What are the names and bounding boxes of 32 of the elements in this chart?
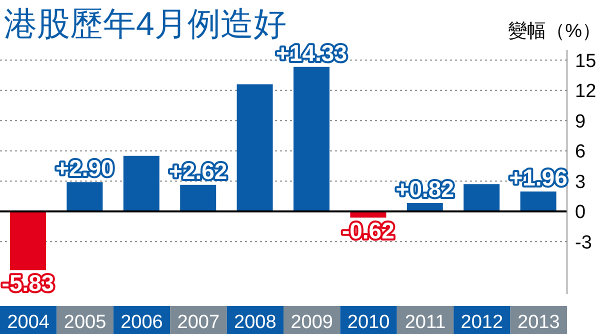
bar bbox=[464, 184, 500, 212]
x-tick-label: 2012 bbox=[460, 312, 504, 333]
y-tick-label: 0 bbox=[575, 202, 586, 224]
x-tick-label: 2010 bbox=[347, 312, 390, 333]
data-label: +0.82 bbox=[396, 176, 454, 202]
data-label: +1.96 bbox=[509, 164, 568, 191]
x-tick-label: 2009 bbox=[290, 312, 333, 333]
data-label: -0.62 bbox=[342, 218, 394, 244]
bar bbox=[294, 66, 330, 212]
y-axis-title: 變幅（%） bbox=[508, 20, 601, 44]
x-tick-label: 2011 bbox=[404, 312, 446, 333]
x-tick-label: 2005 bbox=[64, 312, 106, 333]
bar bbox=[66, 182, 103, 212]
y-tick-label: 15 bbox=[575, 50, 596, 72]
y-tick-label: 6 bbox=[575, 142, 586, 163]
x-tick-label: 2004 bbox=[7, 312, 50, 333]
y-tick-label: 12 bbox=[575, 81, 596, 102]
bar bbox=[236, 84, 273, 212]
y-tick-label: 9 bbox=[575, 111, 586, 132]
data-label: +2.90 bbox=[56, 155, 114, 182]
data-label: -5.83 bbox=[2, 270, 54, 296]
bar bbox=[520, 192, 556, 212]
x-tick-label: 2013 bbox=[518, 312, 560, 333]
y-tick-label: -3 bbox=[575, 232, 592, 254]
x-tick-label: 2008 bbox=[234, 312, 276, 333]
x-tick-label: 2006 bbox=[120, 312, 163, 333]
y-tick-label: 3 bbox=[575, 172, 586, 193]
bar bbox=[180, 184, 216, 212]
bar bbox=[10, 211, 46, 270]
data-label: +2.62 bbox=[169, 158, 228, 184]
bar bbox=[123, 156, 160, 212]
x-tick-label: 2007 bbox=[177, 312, 220, 333]
